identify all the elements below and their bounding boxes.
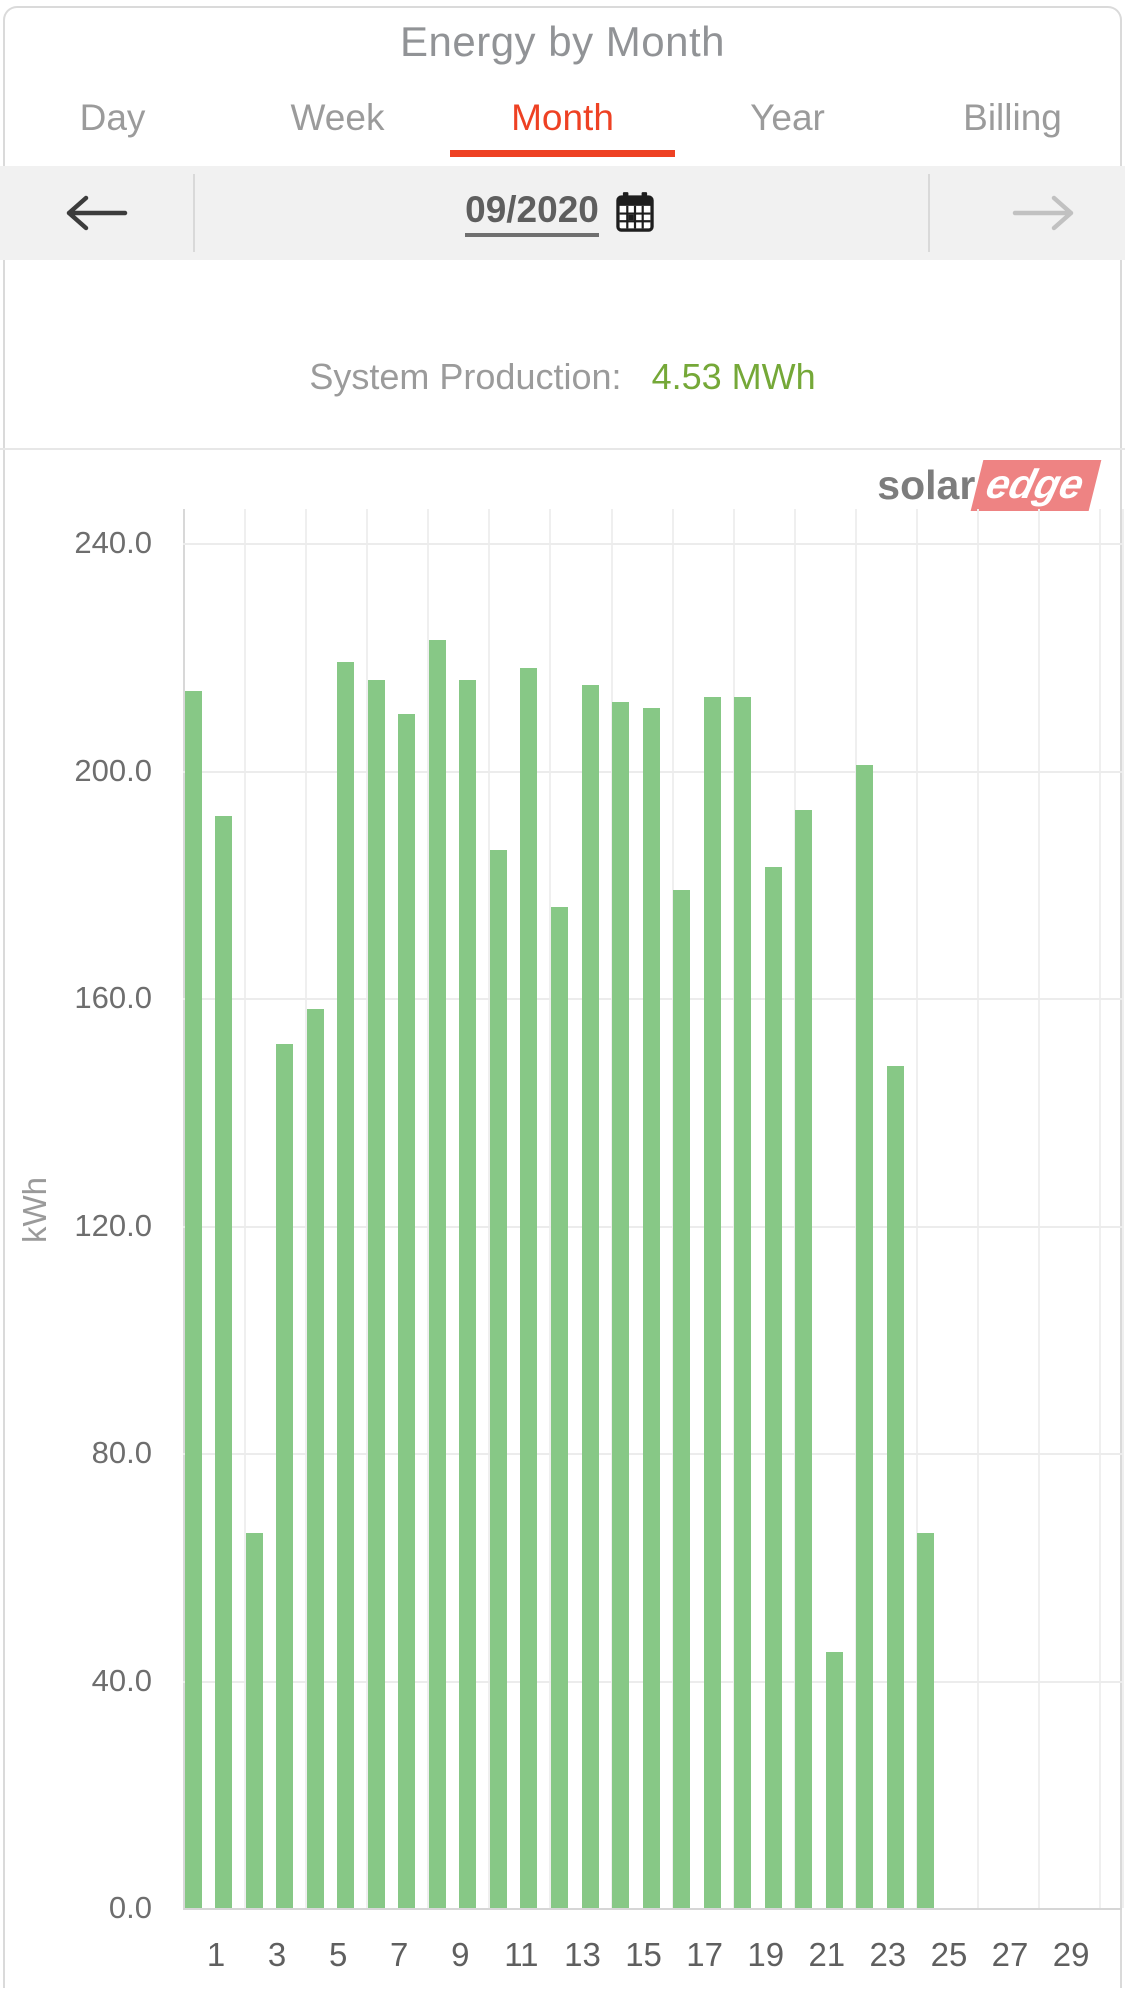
v-gridline — [610, 509, 613, 1908]
bar-day-15[interactable] — [612, 702, 630, 1908]
bar-day-7[interactable] — [367, 679, 385, 1908]
production-label: System Production: — [309, 356, 622, 397]
bar-day-25[interactable] — [917, 1532, 935, 1908]
bar-day-24[interactable] — [886, 1066, 904, 1908]
bar-day-12[interactable] — [520, 668, 538, 1908]
x-tick-label: 21 — [808, 1936, 846, 1973]
bar-day-18[interactable] — [703, 696, 721, 1908]
bar-day-19[interactable] — [734, 696, 752, 1908]
bar-day-22[interactable] — [825, 1652, 843, 1908]
bar-day-17[interactable] — [673, 889, 691, 1908]
view-tabs: Day Week Month Year Billing — [0, 88, 1125, 148]
y-axis-line — [183, 509, 185, 1908]
v-gridline — [671, 509, 674, 1908]
v-gridline — [732, 509, 735, 1908]
bar-day-10[interactable] — [459, 679, 477, 1908]
v-gridline — [1099, 509, 1102, 1908]
x-tick-label: 11 — [504, 1936, 539, 1973]
x-tick-label: 13 — [564, 1936, 601, 1973]
y-tick-label: 200.0 — [74, 752, 152, 788]
x-tick-label: 1 — [206, 1936, 226, 1973]
y-tick-label: 160.0 — [74, 980, 152, 1015]
date-selector: 09/2020 — [194, 166, 928, 260]
v-gridline — [366, 509, 369, 1908]
system-production-summary: System Production: 4.53 MWh — [0, 356, 1125, 402]
production-value: 4.53 MWh — [651, 356, 816, 397]
y-tick-label: 240.0 — [74, 525, 152, 560]
bar-day-21[interactable] — [795, 810, 813, 1908]
bar-day-3[interactable] — [245, 1532, 263, 1908]
bar-day-16[interactable] — [642, 707, 660, 1908]
bar-day-6[interactable] — [337, 662, 355, 1908]
bar-day-8[interactable] — [398, 713, 416, 1908]
v-gridline — [977, 509, 980, 1908]
v-gridline — [427, 509, 430, 1908]
tab-day[interactable]: Day — [79, 97, 146, 138]
x-tick-label: 3 — [267, 1936, 287, 1973]
v-gridline — [305, 509, 308, 1908]
arrow-left-icon — [66, 195, 128, 231]
v-gridline — [488, 509, 491, 1908]
x-tick-label: 17 — [686, 1936, 723, 1973]
x-tick-label: 7 — [390, 1936, 409, 1973]
bar-day-5[interactable] — [306, 1009, 324, 1908]
v-gridline — [854, 509, 857, 1908]
current-date-label[interactable]: 09/2020 — [465, 189, 599, 237]
bar-day-2[interactable] — [215, 816, 233, 1908]
bar-day-14[interactable] — [581, 685, 599, 1908]
tab-year[interactable]: Year — [750, 97, 825, 138]
calendar-icon — [616, 192, 654, 232]
date-navigation-bar: 09/2020 — [0, 166, 1125, 260]
y-tick-label: 40.0 — [91, 1662, 152, 1698]
x-axis-line — [183, 1908, 1122, 1910]
active-tab-indicator — [450, 150, 675, 157]
y-tick-label: 120.0 — [74, 1207, 152, 1243]
bar-day-11[interactable] — [489, 850, 507, 1908]
bar-day-4[interactable] — [276, 1043, 294, 1908]
v-gridline — [244, 509, 247, 1908]
h-gridline — [183, 543, 1122, 545]
divider — [193, 174, 195, 252]
bar-day-20[interactable] — [764, 867, 782, 1908]
v-gridline — [915, 509, 918, 1908]
solaredge-logo: solar edge — [877, 459, 1102, 511]
tab-month[interactable]: Month — [511, 97, 614, 138]
logo-text-solar: solar — [877, 461, 976, 508]
x-tick-label: 29 — [1052, 1936, 1090, 1973]
arrow-right-icon — [1012, 195, 1074, 231]
plot-right-border — [1122, 509, 1124, 1908]
tab-week[interactable]: Week — [290, 97, 385, 138]
v-gridline — [1038, 509, 1041, 1908]
next-month-button[interactable] — [990, 166, 1100, 260]
x-tick-label: 15 — [625, 1936, 662, 1973]
page-title: Energy by Month — [399, 18, 725, 65]
y-tick-label: 0.0 — [108, 1890, 152, 1925]
tab-billing[interactable]: Billing — [963, 97, 1062, 138]
v-gridline — [549, 509, 552, 1908]
x-tick-label: 27 — [991, 1936, 1029, 1973]
bar-day-1[interactable] — [184, 690, 202, 1908]
v-gridline — [793, 509, 796, 1908]
x-tick-label: 9 — [451, 1936, 470, 1973]
y-tick-label: 80.0 — [91, 1435, 152, 1470]
x-tick-label: 5 — [328, 1936, 348, 1973]
calendar-picker-button[interactable] — [613, 191, 657, 235]
previous-month-button[interactable] — [40, 166, 150, 260]
x-tick-label: 25 — [930, 1936, 968, 1973]
bar-day-23[interactable] — [856, 764, 874, 1908]
section-divider — [0, 448, 1125, 450]
divider — [928, 174, 930, 252]
bar-day-13[interactable] — [550, 907, 568, 1908]
bar-day-9[interactable] — [428, 639, 446, 1908]
x-tick-label: 19 — [747, 1936, 785, 1973]
x-tick-label: 23 — [869, 1936, 907, 1973]
